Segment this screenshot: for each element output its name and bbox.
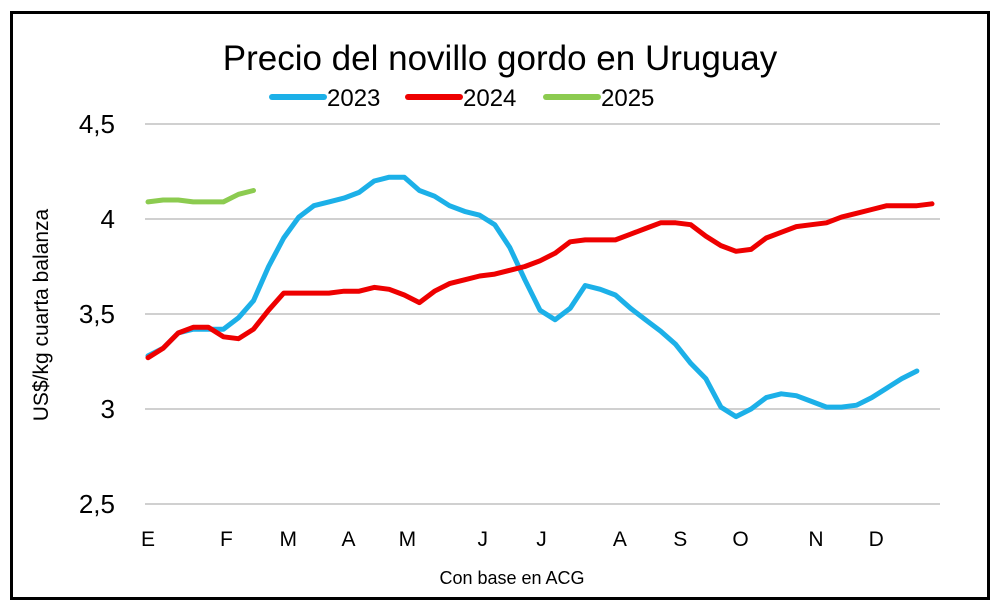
x-tick-label: E <box>141 528 155 551</box>
x-tick-label: F <box>220 528 233 551</box>
legend: 2023 2024 2025 <box>269 85 654 112</box>
legend-item-2024: 2024 <box>405 85 516 112</box>
legend-label: 2024 <box>463 85 516 112</box>
y-axis-ticks: 4,5 4 3,5 3 2,5 <box>79 109 115 519</box>
x-tick-label: J <box>477 528 488 551</box>
legend-label: 2025 <box>601 85 654 112</box>
x-tick-label: D <box>869 528 884 551</box>
x-tick-label: S <box>673 528 687 551</box>
x-tick-label: N <box>808 528 823 551</box>
y-tick-label: 4,5 <box>79 109 115 139</box>
x-tick-label: A <box>613 528 627 551</box>
series-line-2025 <box>145 188 256 205</box>
x-tick-label: M <box>399 528 417 551</box>
chart-frame <box>10 11 990 600</box>
series-line-2024 <box>145 201 935 361</box>
x-tick-label: J <box>536 528 547 551</box>
x-tick-label: O <box>732 528 748 551</box>
y-tick-label: 3 <box>101 394 115 424</box>
chart-title: Precio del novillo gordo en Uruguay <box>223 39 778 78</box>
series-lines <box>145 174 935 420</box>
legend-item-2025: 2025 <box>543 85 654 112</box>
legend-item-2023: 2023 <box>269 85 380 112</box>
y-tick-label: 4 <box>101 204 115 234</box>
gridlines <box>145 123 940 505</box>
y-tick-label: 3,5 <box>79 299 115 329</box>
x-axis-label: Con base en ACG <box>439 568 584 588</box>
x-tick-label: A <box>342 528 356 551</box>
legend-label: 2023 <box>327 85 380 112</box>
series-line-2023 <box>145 174 920 420</box>
x-tick-label: M <box>279 528 297 551</box>
y-axis-label: US$/kg cuarta balanza <box>30 208 53 421</box>
y-tick-label: 2,5 <box>79 489 115 519</box>
